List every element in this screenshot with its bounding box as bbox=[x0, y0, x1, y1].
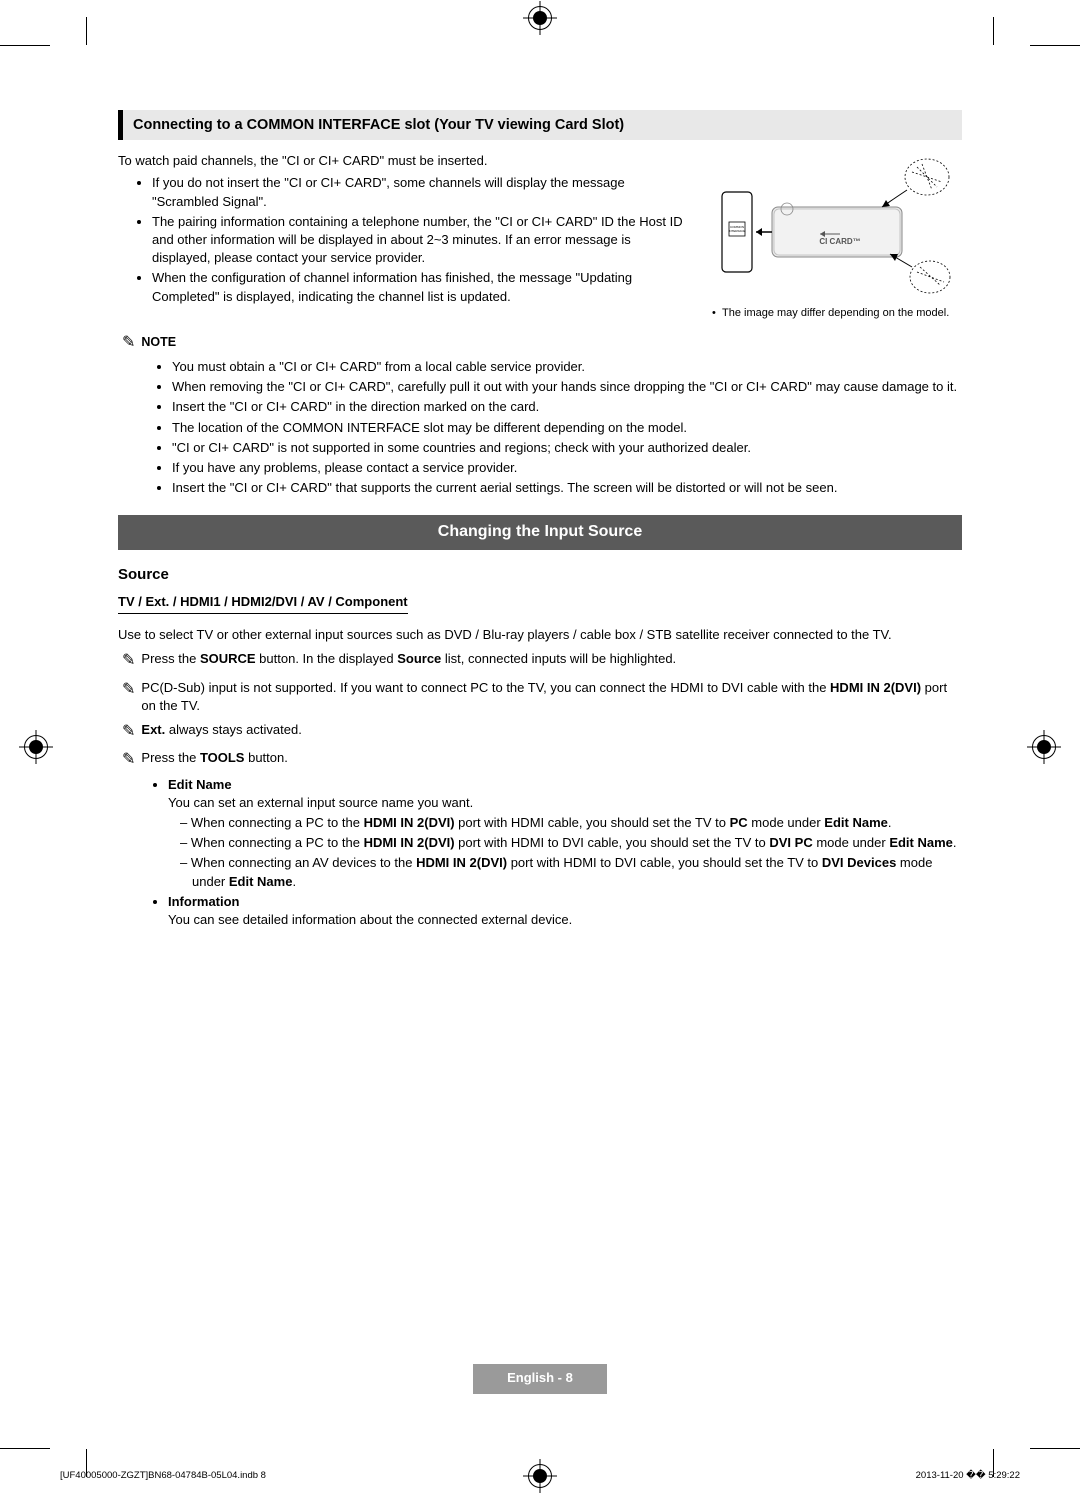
tip-icon: ✎ bbox=[122, 721, 135, 743]
crop-mark bbox=[993, 17, 994, 45]
footer-left: [UF40005000-ZGZT]BN68-04784B-05L04.indb … bbox=[60, 1469, 266, 1482]
list-item: When connecting a PC to the HDMI IN 2(DV… bbox=[180, 814, 962, 832]
list-item: You must obtain a "CI or CI+ CARD" from … bbox=[172, 358, 962, 376]
list-item: The location of the COMMON INTERFACE slo… bbox=[172, 419, 962, 437]
edit-name-sublist: When connecting a PC to the HDMI IN 2(DV… bbox=[168, 814, 962, 891]
crop-mark bbox=[0, 1448, 50, 1449]
tip-text: Press the SOURCE button. In the displaye… bbox=[141, 650, 962, 668]
note-icon: ✎ bbox=[122, 332, 135, 354]
information-item: Information You can see detailed informa… bbox=[168, 893, 962, 929]
list-item: Insert the "CI or CI+ CARD" that support… bbox=[172, 479, 962, 497]
list-item: When the configuration of channel inform… bbox=[152, 269, 692, 305]
registration-mark-icon bbox=[24, 735, 48, 759]
page-content: Connecting to a COMMON INTERFACE slot (Y… bbox=[118, 110, 962, 1394]
tip-text: Press the TOOLS button. bbox=[141, 749, 962, 767]
list-item: If you have any problems, please contact… bbox=[172, 459, 962, 477]
footer-right: 2013-11-20 �� 5:29:22 bbox=[916, 1469, 1020, 1482]
crop-mark bbox=[1030, 1448, 1080, 1449]
note-bullet-list: You must obtain a "CI or CI+ CARD" from … bbox=[118, 358, 962, 497]
edit-name-label: Edit Name bbox=[168, 777, 232, 792]
tools-bullet-list: Edit Name You can set an external input … bbox=[118, 776, 962, 930]
list-item: When connecting an AV devices to the HDM… bbox=[180, 854, 962, 890]
list-item: When removing the "CI or CI+ CARD", care… bbox=[172, 378, 962, 396]
source-options: TV / Ext. / HDMI1 / HDMI2/DVI / AV / Com… bbox=[118, 593, 408, 614]
ci-card-label: CI CARD™ bbox=[819, 237, 860, 246]
registration-mark-icon bbox=[528, 6, 552, 30]
list-item: When connecting a PC to the HDMI IN 2(DV… bbox=[180, 834, 962, 852]
section-header-input-source: Changing the Input Source bbox=[118, 515, 962, 549]
edit-name-desc: You can set an external input source nam… bbox=[168, 794, 962, 812]
tip-icon: ✎ bbox=[122, 650, 135, 672]
intro-bullet-list: If you do not insert the "CI or CI+ CARD… bbox=[118, 174, 692, 305]
edit-name-item: Edit Name You can set an external input … bbox=[168, 776, 962, 891]
source-heading: Source bbox=[118, 564, 962, 585]
list-item: "CI or CI+ CARD" is not supported in som… bbox=[172, 439, 962, 457]
list-item: If you do not insert the "CI or CI+ CARD… bbox=[152, 174, 692, 210]
crop-mark bbox=[86, 17, 87, 45]
crop-mark bbox=[0, 45, 50, 46]
note-label: NOTE bbox=[141, 334, 176, 352]
information-label: Information bbox=[168, 894, 240, 909]
crop-mark bbox=[1030, 45, 1080, 46]
page-footer: English - 8 bbox=[118, 1364, 962, 1394]
tip-icon: ✎ bbox=[122, 749, 135, 771]
information-desc: You can see detailed information about t… bbox=[168, 911, 962, 929]
tip-icon: ✎ bbox=[122, 679, 135, 701]
svg-text:INTERFACE: INTERFACE bbox=[729, 229, 746, 233]
list-item: The pairing information containing a tel… bbox=[152, 213, 692, 268]
tip-text: Ext. always stays activated. bbox=[141, 721, 962, 739]
tip-text: PC(D-Sub) input is not supported. If you… bbox=[141, 679, 962, 715]
intro-text: To watch paid channels, the "CI or CI+ C… bbox=[118, 152, 692, 170]
section-header-common-interface: Connecting to a COMMON INTERFACE slot (Y… bbox=[118, 110, 962, 140]
page-number: English - 8 bbox=[473, 1364, 607, 1394]
source-description: Use to select TV or other external input… bbox=[118, 626, 962, 644]
list-item: Insert the "CI or CI+ CARD" in the direc… bbox=[172, 398, 962, 416]
registration-mark-icon bbox=[1032, 735, 1056, 759]
diagram-caption: • The image may differ depending on the … bbox=[712, 306, 962, 321]
ci-card-diagram: COMMON INTERFACE CI CARD™ bbox=[712, 152, 962, 302]
document-footer: [UF40005000-ZGZT]BN68-04784B-05L04.indb … bbox=[60, 1469, 1020, 1482]
